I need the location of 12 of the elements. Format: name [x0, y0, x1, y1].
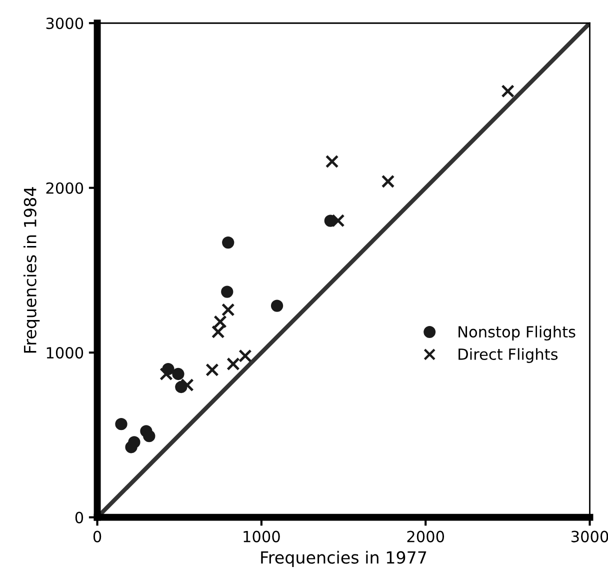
y-tick-label: 2000: [46, 182, 84, 194]
x-tick-label: 0: [93, 530, 102, 542]
y-tick-label: 1000: [46, 347, 84, 359]
y-tick-label: 3000: [46, 18, 84, 30]
x-tick-label: 1000: [244, 530, 280, 542]
legend-label: Nonstop Flights: [458, 326, 576, 341]
legend-label: Direct Flights: [458, 348, 558, 363]
x-tick-label: 2000: [407, 530, 444, 542]
y-axis-title: Frequencies in 1984: [24, 187, 40, 353]
y-tick-label: 0: [75, 512, 84, 524]
x-axis-title: Frequencies in 1977: [261, 550, 426, 567]
x-tick-label: 3000: [571, 530, 608, 542]
